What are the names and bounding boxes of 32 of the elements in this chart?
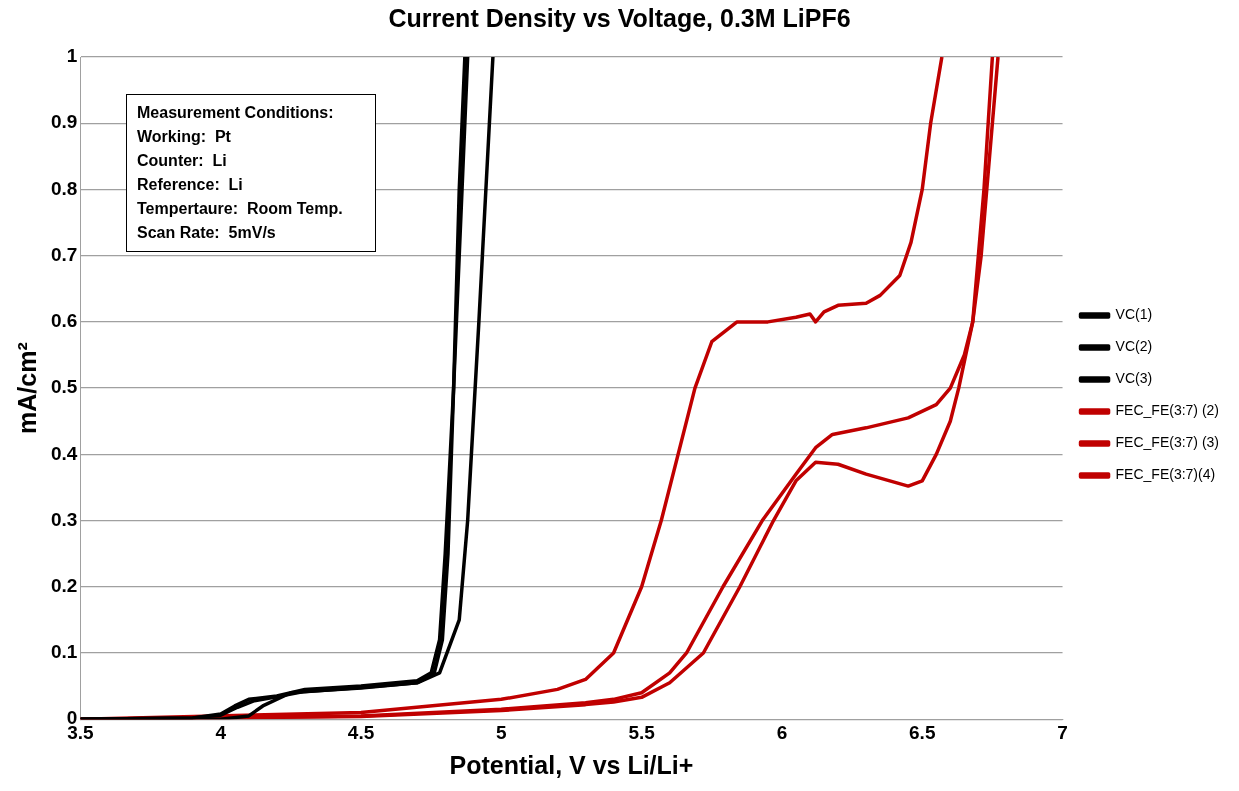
x-tick-label: 4.5 [347, 721, 375, 743]
annotation: Working: Pt [137, 127, 232, 147]
x-tick-label: 7 [1057, 721, 1068, 743]
annotation: Reference: Li [137, 175, 244, 195]
y-tick-label: 0.7 [50, 243, 78, 265]
legend-label: VC(3) [1115, 370, 1153, 387]
y-tick-label: 0.1 [50, 641, 78, 663]
legend-label: FEC_FE(3:7)(4) [1115, 466, 1216, 483]
y-tick-label: 0.5 [50, 376, 78, 398]
annotation: Measurement Conditions: [137, 103, 335, 123]
x-tick-label: 4 [215, 721, 227, 743]
y-tick-label: 0.9 [50, 111, 78, 133]
y-tick-label: 0.3 [50, 508, 78, 530]
annotation: Scan Rate: 5mV/s [137, 223, 277, 243]
legend-label: FEC_FE(3:7) (3) [1115, 434, 1220, 451]
x-tick-label: 6.5 [909, 721, 936, 743]
x-tick-label: 5 [496, 721, 508, 743]
y-tick-label: 0.2 [50, 574, 78, 596]
y-tick-label: 0.6 [50, 310, 78, 332]
annotation: Counter: Li [137, 151, 228, 171]
y-tick-label: 1 [66, 45, 78, 67]
chart-title: Current Density vs Voltage, 0.3M LiPF6 [388, 3, 851, 32]
legend-label: FEC_FE(3:7) (2) [1115, 402, 1220, 419]
y-axis-title: mA/cm² [12, 342, 41, 434]
legend-label: VC(1) [1115, 306, 1153, 323]
x-axis-title: Potential, V vs Li/Li+ [449, 750, 694, 779]
x-tick-label: 6 [776, 721, 788, 743]
x-tick-label: 5.5 [628, 721, 656, 743]
y-tick-label: 0.8 [50, 177, 78, 199]
y-tick-label: 0.4 [50, 442, 78, 464]
legend-label: VC(2) [1115, 338, 1153, 355]
annotation: Tempertaure: Room Temp. [137, 199, 344, 219]
